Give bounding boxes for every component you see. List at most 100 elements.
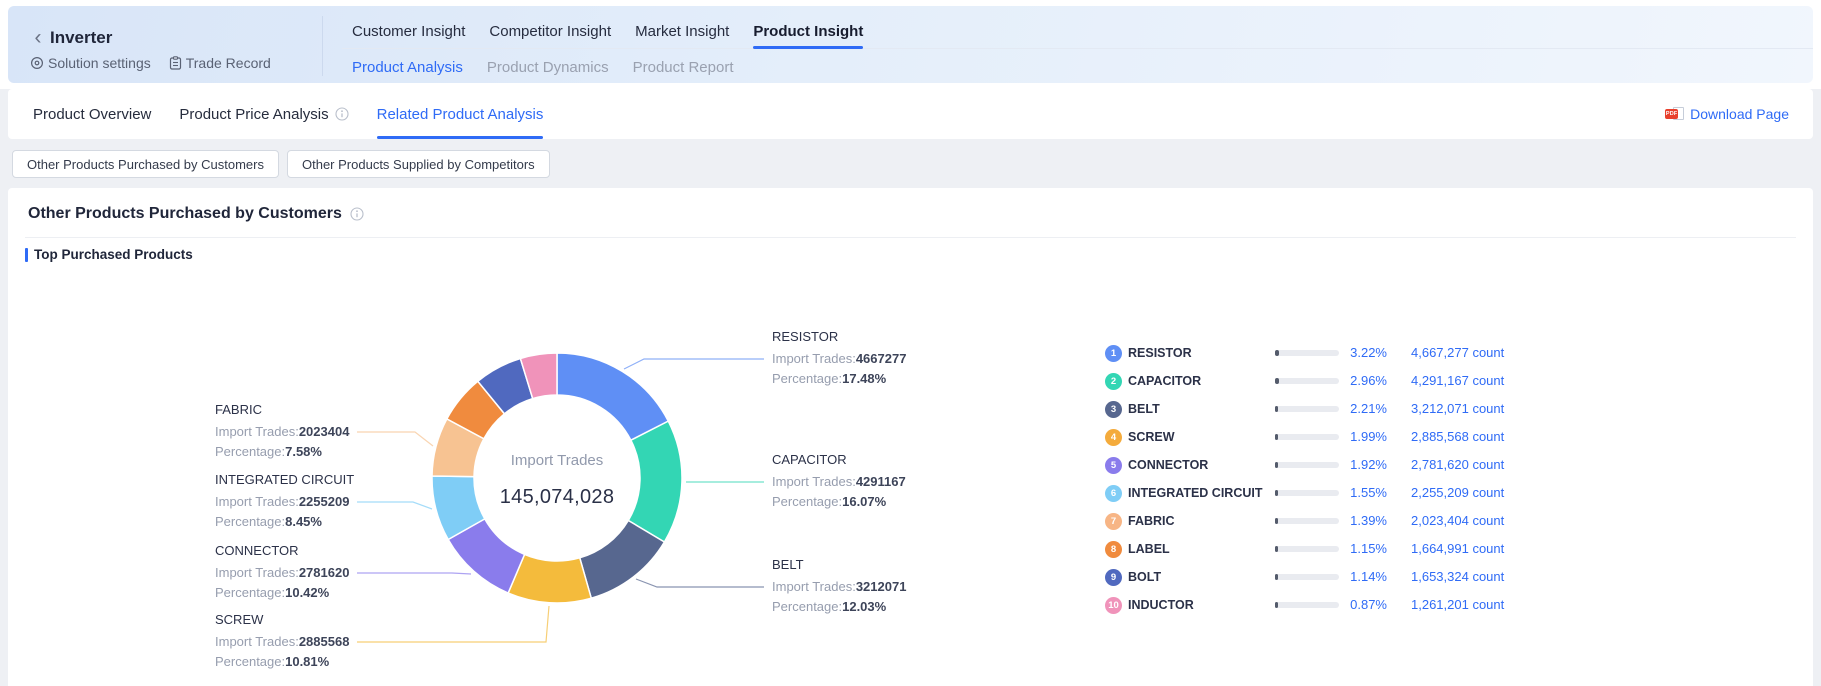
progress-bar xyxy=(1275,574,1339,580)
progress-bar xyxy=(1275,434,1339,440)
ranking-row-capacitor[interactable]: 2 CAPACITOR 2.96% 4,291,167 count xyxy=(1105,367,1517,395)
donut-slice-capacitor[interactable] xyxy=(627,420,683,543)
gear-icon xyxy=(30,56,44,70)
header-bar: ‹ Inverter Solution settings Trade Recor… xyxy=(8,6,1813,83)
callout-name: INTEGRATED CIRCUIT xyxy=(215,472,355,487)
count-value: 2,255,209 count xyxy=(1411,485,1505,500)
info-icon[interactable] xyxy=(335,107,349,121)
progress-fill xyxy=(1275,574,1278,580)
panel-info-icon[interactable] xyxy=(350,207,364,221)
ranking-row-resistor[interactable]: 1 RESISTOR 3.22% 4,667,277 count xyxy=(1105,339,1517,367)
callout-percent-label: Percentage: xyxy=(215,514,286,529)
percent-value: 1.14% xyxy=(1350,569,1387,584)
progress-bar xyxy=(1275,546,1339,552)
filter-supplied-by-competitors[interactable]: Other Products Supplied by Competitors xyxy=(287,150,550,178)
main-tabs: Customer Insight Competitor Insight Mark… xyxy=(352,6,864,49)
donut-slice-resistor[interactable] xyxy=(556,352,670,442)
ranking-row-bolt[interactable]: 9 BOLT 1.14% 1,653,324 count xyxy=(1105,563,1517,591)
callout-percent-value: 10.81% xyxy=(285,654,330,669)
callout-integrated-circuit: INTEGRATED CIRCUIT Import Trades:2255209… xyxy=(215,472,375,532)
callout-percent-value: 12.03% xyxy=(842,599,887,614)
tab-market-insight[interactable]: Market Insight xyxy=(635,23,730,40)
ranking-row-integrated-circuit[interactable]: 6 INTEGRATED CIRCUIT 1.55% 2,255,209 count xyxy=(1105,479,1517,507)
tab-customer-insight[interactable]: Customer Insight xyxy=(352,23,466,40)
product-name: CAPACITOR xyxy=(1128,374,1202,388)
callout-percent-label: Percentage: xyxy=(772,494,843,509)
callout-trades-label: Import Trades: xyxy=(215,634,299,649)
callout-percent-value: 7.58% xyxy=(285,444,322,459)
percent-value: 1.39% xyxy=(1350,513,1387,528)
tab-product-insight[interactable]: Product Insight xyxy=(753,6,864,49)
rank-badge: 9 xyxy=(1105,568,1122,586)
progress-bar xyxy=(1275,462,1339,468)
product-name: INTEGRATED CIRCUIT xyxy=(1128,486,1263,500)
tab-related-product-analysis-label: Related Product Analysis xyxy=(376,105,544,123)
progress-fill xyxy=(1275,378,1279,384)
rank-badge: 1 xyxy=(1105,344,1122,362)
callout-trades-value: 2023404 xyxy=(298,424,350,439)
tab-product-dynamics[interactable]: Product Dynamics xyxy=(486,58,609,76)
product-name: INDUCTOR xyxy=(1128,598,1194,612)
callout-percent-label: Percentage: xyxy=(772,371,843,386)
callout-name: CONNECTOR xyxy=(215,543,299,558)
callout-percent-label: Percentage: xyxy=(215,585,286,600)
trade-record-link[interactable]: Trade Record xyxy=(169,55,271,71)
filter-purchased-by-customers[interactable]: Other Products Purchased by Customers xyxy=(12,150,279,178)
ranking-row-label[interactable]: 8 LABEL 1.15% 1,664,991 count xyxy=(1105,535,1517,563)
leader-line-belt xyxy=(635,578,764,588)
section-tabs: Product Overview Product Price Analysis … xyxy=(33,89,543,139)
progress-bar xyxy=(1275,518,1339,524)
product-name: LABEL xyxy=(1128,542,1170,556)
rank-badge: 8 xyxy=(1105,540,1122,558)
trade-record-label: Trade Record xyxy=(185,55,271,71)
progress-fill xyxy=(1275,406,1278,412)
count-value: 2,023,404 count xyxy=(1411,513,1505,528)
solution-settings-label: Solution settings xyxy=(48,55,151,71)
callout-name: CAPACITOR xyxy=(772,452,847,467)
tab-product-report[interactable]: Product Report xyxy=(632,58,734,76)
tab-product-price-analysis[interactable]: Product Price Analysis xyxy=(179,89,349,139)
solution-settings-link[interactable]: Solution settings xyxy=(30,55,151,71)
tab-product-overview-label: Product Overview xyxy=(33,105,152,123)
ranking-row-fabric[interactable]: 7 FABRIC 1.39% 2,023,404 count xyxy=(1105,507,1517,535)
tab-competitor-insight[interactable]: Competitor Insight xyxy=(489,23,612,40)
section-title: Top Purchased Products xyxy=(34,247,193,262)
ranking-row-belt[interactable]: 3 BELT 2.21% 3,212,071 count xyxy=(1105,395,1517,423)
progress-bar xyxy=(1275,378,1339,384)
callout-percent-label: Percentage: xyxy=(215,444,286,459)
rank-badge: 6 xyxy=(1105,484,1122,502)
count-value: 2,781,620 count xyxy=(1411,457,1505,472)
ranking-row-inductor[interactable]: 10 INDUCTOR 0.87% 1,261,201 count xyxy=(1105,591,1517,619)
percent-value: 1.15% xyxy=(1350,541,1387,556)
callout-fabric: FABRIC Import Trades:2023404 Percentage:… xyxy=(215,402,375,462)
callout-percent-value: 16.07% xyxy=(842,494,887,509)
progress-bar xyxy=(1275,350,1339,356)
back-icon[interactable]: ‹ xyxy=(34,26,42,49)
callout-trades-label: Import Trades: xyxy=(215,424,299,439)
ranking-row-connector[interactable]: 5 CONNECTOR 1.92% 2,781,620 count xyxy=(1105,451,1517,479)
percent-value: 1.55% xyxy=(1350,485,1387,500)
leader-line-resistor xyxy=(623,358,764,370)
progress-bar xyxy=(1275,602,1339,608)
ranking-row-screw[interactable]: 4 SCREW 1.99% 2,885,568 count xyxy=(1105,423,1517,451)
callout-resistor: RESISTOR Import Trades:4667277 Percentag… xyxy=(772,329,932,389)
page-title: Inverter xyxy=(50,28,113,47)
header-links: Solution settings Trade Record xyxy=(30,55,271,71)
product-name: BOLT xyxy=(1128,570,1162,584)
rank-badge: 7 xyxy=(1105,512,1122,530)
pdf-icon: PDF xyxy=(1665,106,1685,122)
download-page-button[interactable]: PDF Download Page xyxy=(1665,89,1789,139)
tab-product-overview[interactable]: Product Overview xyxy=(33,89,151,139)
callout-connector: CONNECTOR Import Trades:2781620 Percenta… xyxy=(215,543,375,603)
donut-slice-inductor[interactable] xyxy=(519,352,558,400)
tab-related-product-analysis[interactable]: Related Product Analysis xyxy=(376,89,544,139)
rank-badge: 2 xyxy=(1105,372,1122,390)
progress-fill xyxy=(1275,518,1278,524)
tab-product-analysis[interactable]: Product Analysis xyxy=(352,58,463,76)
leader-line-connector xyxy=(357,572,472,575)
panel-divider xyxy=(25,237,1796,238)
header-divider xyxy=(322,16,323,76)
callout-percent-value: 8.45% xyxy=(285,514,322,529)
callout-name: RESISTOR xyxy=(772,329,839,344)
